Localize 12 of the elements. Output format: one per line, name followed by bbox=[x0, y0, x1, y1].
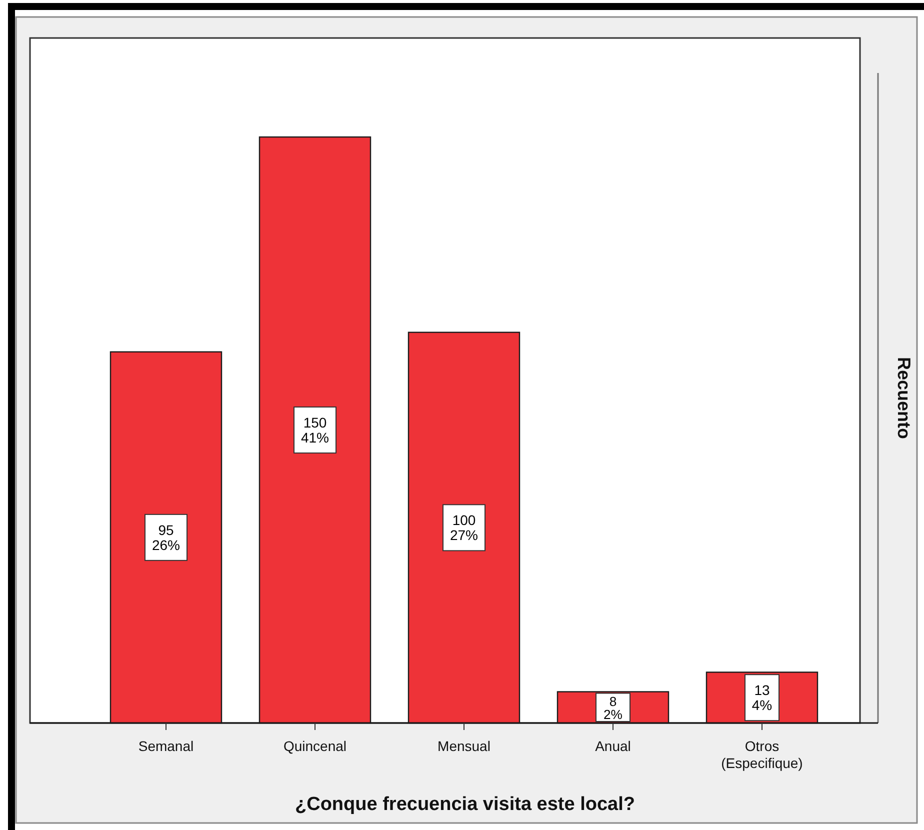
x-tick-label: Otros (Especifique) bbox=[721, 738, 803, 771]
x-tick-label: Anual bbox=[595, 738, 631, 754]
y-axis-title: Recuento bbox=[894, 356, 914, 440]
data-label: 13 4% bbox=[752, 682, 772, 714]
data-label: 8 2% bbox=[604, 693, 623, 722]
data-label: 95 26% bbox=[152, 522, 180, 553]
x-tick-label: Mensual bbox=[438, 738, 490, 754]
x-tick-label: Semanal bbox=[138, 738, 194, 754]
data-label: 100 27% bbox=[450, 512, 478, 544]
x-axis-title: ¿Conque frecuencia visita este local? bbox=[295, 794, 635, 815]
data-label: 150 41% bbox=[300, 414, 330, 446]
x-tick-label: Quincenal bbox=[283, 738, 347, 754]
